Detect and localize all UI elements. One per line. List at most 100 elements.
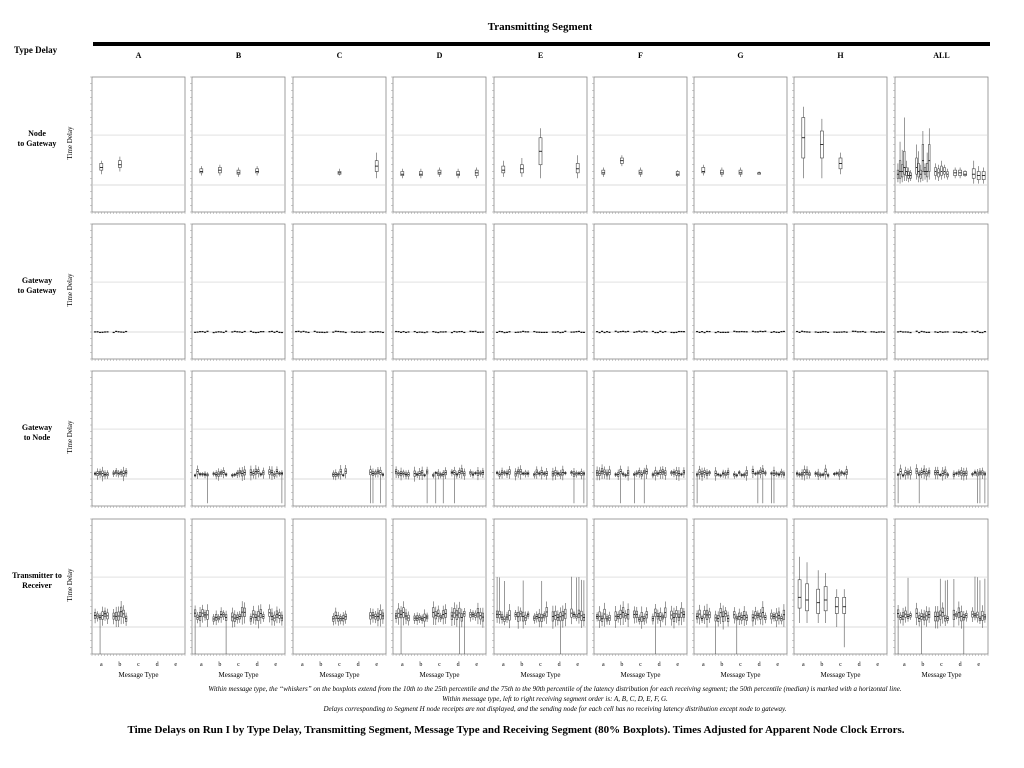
x-tick-label: a xyxy=(602,662,605,668)
box-body xyxy=(738,169,743,175)
box-body xyxy=(901,164,904,178)
panel-frame xyxy=(793,223,888,360)
x-tick-label: c xyxy=(137,662,140,668)
panel-frame xyxy=(91,76,186,213)
panel-frame xyxy=(392,518,487,655)
panel-frame xyxy=(191,223,286,360)
x-tick-label: c xyxy=(839,662,842,668)
row-label-3: Gateway to Node xyxy=(21,423,53,442)
x-tick-label: e xyxy=(876,662,879,668)
x-axis-label: Message Type xyxy=(921,671,962,679)
panel-frame xyxy=(693,76,788,213)
figure-caption: Time Delays on Run I by Type Delay, Tran… xyxy=(127,724,905,736)
x-tick-label: d xyxy=(658,662,661,668)
x-tick-label: d xyxy=(357,662,360,668)
panel-frame xyxy=(493,370,588,507)
x-tick-label: c xyxy=(940,662,943,668)
x-axis-label: Message Type xyxy=(319,671,360,679)
x-tick-label: c xyxy=(237,662,240,668)
panel-frame xyxy=(292,518,387,655)
x-tick-label: a xyxy=(401,662,404,668)
x-tick-label: b xyxy=(319,662,322,668)
box-body xyxy=(926,163,929,178)
panel-frame xyxy=(693,370,788,507)
box-body xyxy=(903,150,906,175)
panel-frame xyxy=(593,518,688,655)
box-body xyxy=(928,144,931,172)
x-tick-label: c xyxy=(438,662,441,668)
panel-frame xyxy=(793,76,888,213)
x-axis-label: Message Type xyxy=(720,671,761,679)
x-tick-label: d xyxy=(758,662,761,668)
box-body xyxy=(720,169,724,175)
x-tick-label: d xyxy=(156,662,159,668)
x-tick-label: a xyxy=(100,662,103,668)
box-body xyxy=(842,596,847,614)
x-axis-label: Message Type xyxy=(620,671,661,679)
panel-frame xyxy=(493,223,588,360)
x-tick-label: e xyxy=(676,662,679,668)
column-label-a: A xyxy=(135,51,142,60)
chart-title: Transmitting Segment xyxy=(487,21,593,33)
panel-frame xyxy=(593,370,688,507)
panel-frame xyxy=(493,518,588,655)
box-body xyxy=(940,165,943,176)
footnote-3: Delays corresponding to Segment H node r… xyxy=(323,705,787,713)
panel-frame xyxy=(191,518,286,655)
x-tick-label: e xyxy=(174,662,177,668)
box-body xyxy=(456,171,460,176)
panel-frame xyxy=(793,370,888,507)
box-body xyxy=(675,171,680,176)
footnote-2: Within message type, left to right recei… xyxy=(442,695,668,703)
box-body xyxy=(575,163,580,174)
x-axis-label: Message Type xyxy=(218,671,259,679)
box-body xyxy=(915,157,918,175)
footnote-1: Within message type, the “whiskers” on t… xyxy=(208,685,902,693)
box-body xyxy=(501,165,506,174)
box-body xyxy=(834,596,839,614)
panel-frame xyxy=(292,370,387,507)
x-tick-label: d xyxy=(457,662,460,668)
panel-frame xyxy=(593,76,688,213)
box-body xyxy=(923,167,927,175)
x-tick-label: c xyxy=(639,662,642,668)
x-tick-label: b xyxy=(720,662,723,668)
x-tick-label: e xyxy=(375,662,378,668)
x-tick-label: b xyxy=(820,662,823,668)
x-tick-label: d xyxy=(558,662,561,668)
x-tick-label: c xyxy=(338,662,341,668)
box-body xyxy=(921,144,924,172)
x-tick-label: b xyxy=(520,662,523,668)
x-tick-label: b xyxy=(218,662,221,668)
x-tick-label: a xyxy=(702,662,705,668)
row-header: Type Delay xyxy=(14,45,58,55)
box-body xyxy=(898,160,902,179)
box-body xyxy=(963,171,967,176)
box-body xyxy=(816,588,820,614)
column-label-b: B xyxy=(235,51,242,60)
panel-frame xyxy=(793,518,888,655)
panel-frame xyxy=(693,518,788,655)
box-body xyxy=(907,171,910,179)
panel-frame xyxy=(392,223,487,360)
x-tick-label: c xyxy=(739,662,742,668)
x-tick-label: d xyxy=(959,662,962,668)
x-tick-label: a xyxy=(301,662,304,668)
panel-frame xyxy=(693,223,788,360)
x-tick-label: e xyxy=(776,662,779,668)
x-tick-label: e xyxy=(977,662,980,668)
x-tick-label: e xyxy=(475,662,478,668)
panel-frame xyxy=(292,223,387,360)
panel-frame xyxy=(894,518,989,655)
box-body xyxy=(638,169,643,175)
x-tick-label: d xyxy=(256,662,259,668)
column-label-e: E xyxy=(537,51,544,60)
column-label-d: D xyxy=(436,51,443,60)
box-body xyxy=(236,169,241,175)
x-tick-label: b xyxy=(419,662,422,668)
x-tick-label: a xyxy=(903,662,906,668)
column-label-c: C xyxy=(336,51,343,60)
x-tick-label: d xyxy=(858,662,861,668)
x-axis-label: Message Type xyxy=(118,671,159,679)
